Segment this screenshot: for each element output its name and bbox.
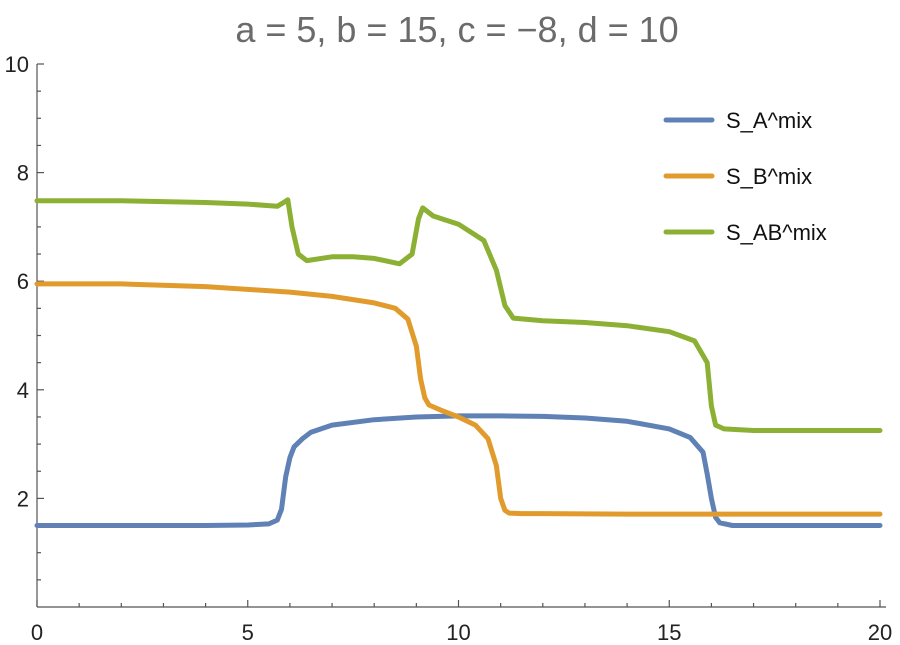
chart-title: a = 5, b = 15, c = −8, d = 10 [235, 9, 678, 50]
axes: 0 5 10 15 20 2 4 6 8 10 [5, 52, 893, 645]
y-tick-label: 10 [5, 52, 29, 77]
x-tick-label: 5 [242, 620, 254, 645]
series-group [34, 197, 883, 528]
x-tick-label: 0 [31, 620, 43, 645]
y-tick-label: 2 [17, 486, 29, 511]
legend: S_A^mix S_B^mix S_AB^mix [663, 108, 827, 245]
x-tick-label: 20 [868, 620, 892, 645]
legend-label: S_A^mix [726, 108, 812, 133]
y-tick-label: 4 [17, 378, 29, 403]
x-tick-label: 10 [446, 620, 470, 645]
legend-label: S_AB^mix [726, 220, 827, 245]
y-tick-label: 8 [17, 161, 29, 186]
y-tick-label: 6 [17, 269, 29, 294]
series-line-2 [34, 281, 883, 517]
x-tick-label: 15 [657, 620, 681, 645]
legend-label: S_B^mix [726, 164, 812, 189]
series-line-3 [34, 197, 883, 433]
series-line-1 [34, 413, 883, 528]
